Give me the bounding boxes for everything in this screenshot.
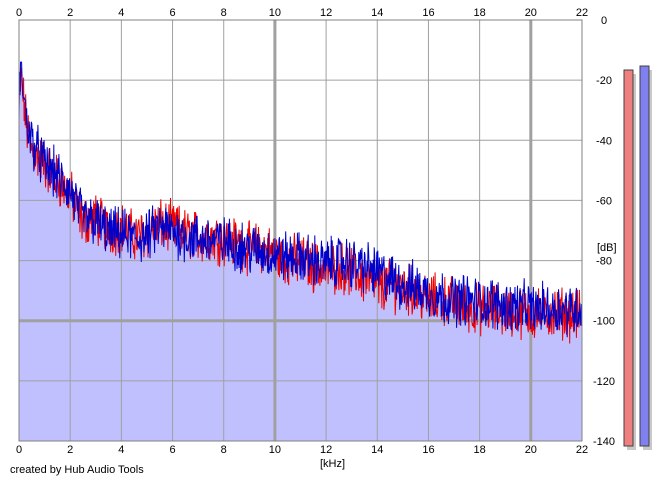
x-tick-label-top: 14 [371, 7, 383, 19]
x-tick-label-bottom: 12 [320, 444, 332, 456]
x-tick-label-bottom: 22 [576, 444, 588, 456]
plot-frame [18, 19, 583, 442]
x-tick-label-bottom: 8 [221, 444, 227, 456]
x-tick-label-top: 0 [16, 7, 22, 19]
series-line-blue [18, 61, 583, 338]
level-meter-bar [623, 69, 634, 447]
y-tick-label: -80 [596, 256, 612, 268]
credit-caption: created by Hub Audio Tools [10, 464, 144, 476]
y-tick-label: -120 [593, 376, 615, 388]
x-tick-labels-bottom: 0 2 4 6 8 10 12 14 16 18 20 22 [16, 444, 588, 456]
x-tick-label-bottom: 0 [16, 444, 22, 456]
x-axis-label: [kHz] [320, 458, 345, 470]
x-tick-label-bottom: 6 [169, 444, 175, 456]
y-tick-label: -20 [596, 75, 612, 87]
series-layer [18, 61, 583, 344]
x-tick-labels-top: 0 2 4 6 8 10 12 14 16 18 20 22 [16, 7, 588, 19]
level-meters [623, 65, 652, 450]
x-tick-label-top: 20 [525, 7, 537, 19]
x-tick-label-top: 8 [221, 7, 227, 19]
x-tick-label-bottom: 16 [422, 444, 434, 456]
y-tick-label: -40 [596, 135, 612, 147]
y-tick-label: -100 [593, 316, 615, 328]
y-tick-labels: 0 -20 -40 -60 -80 -100 -120 -140 [593, 15, 615, 448]
x-tick-label-bottom: 20 [525, 444, 537, 456]
y-tick-label: -140 [593, 436, 615, 448]
x-tick-label-top: 16 [422, 7, 434, 19]
x-tick-label-bottom: 2 [67, 444, 73, 456]
level-meter-bar [639, 65, 650, 447]
x-tick-label-top: 10 [269, 7, 281, 19]
x-tick-label-top: 2 [67, 7, 73, 19]
x-tick-label-top: 4 [118, 7, 124, 19]
x-tick-label-top: 18 [474, 7, 486, 19]
x-tick-label-bottom: 14 [371, 444, 383, 456]
x-tick-label-top: 6 [169, 7, 175, 19]
y-tick-label: 0 [601, 15, 607, 27]
y-tick-label: -60 [596, 195, 612, 207]
y-axis-label: [dB] [597, 242, 617, 254]
x-tick-label-bottom: 18 [474, 444, 486, 456]
x-tick-label-top: 12 [320, 7, 332, 19]
x-tick-label-top: 22 [576, 7, 588, 19]
x-tick-label-bottom: 10 [269, 444, 281, 456]
x-tick-label-bottom: 4 [118, 444, 124, 456]
